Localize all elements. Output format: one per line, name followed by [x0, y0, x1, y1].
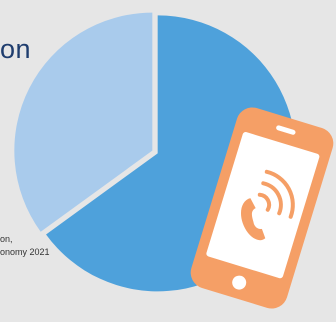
phone-speaker [276, 125, 296, 135]
pie-slice-2 [14, 12, 153, 232]
mobile-phone-call-icon [190, 107, 334, 309]
source-line-2: onomy 2021 [0, 247, 50, 257]
phone-home-button [232, 275, 247, 290]
source-line-1: on, [0, 234, 13, 244]
chart-title: on [0, 34, 32, 64]
call-icon [241, 169, 295, 241]
phone-screen [206, 132, 320, 279]
chart-source-note: on, onomy 2021 [0, 233, 50, 259]
